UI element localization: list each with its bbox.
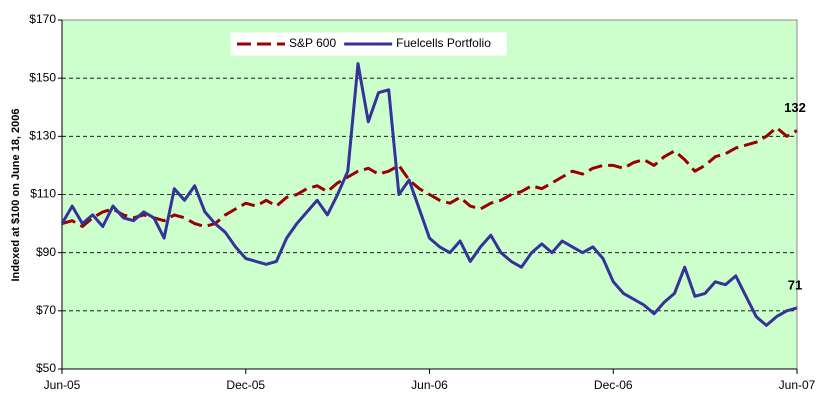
end-label: 71: [788, 277, 802, 292]
x-tick-label: Dec-06: [594, 378, 633, 392]
x-tick-label: Jun-07: [779, 378, 816, 392]
x-tick-label: Dec-05: [226, 378, 265, 392]
legend: S&P 600 Fuelcells Portfolio: [230, 32, 507, 56]
y-tick-label: $110: [30, 187, 56, 201]
legend-label: Fuelcells Portfolio: [396, 36, 491, 50]
y-tick-label: $150: [29, 70, 56, 84]
y-tick-label: $170: [29, 12, 56, 26]
x-tick-label: Jun-06: [411, 378, 448, 392]
series-line: [60, 62, 798, 327]
x-tick-label: Jun-05: [44, 378, 81, 392]
y-tick-label: $130: [29, 129, 56, 143]
y-tick-label: $50: [36, 361, 56, 375]
y-axis-label: Indexed at $100 on June 18, 2006: [10, 108, 22, 281]
series-line: [61, 126, 798, 228]
legend-label: S&P 600: [289, 36, 336, 50]
y-tick-label: $90: [36, 245, 56, 259]
end-label: 132: [784, 100, 806, 115]
y-tick-label: $70: [36, 303, 56, 317]
